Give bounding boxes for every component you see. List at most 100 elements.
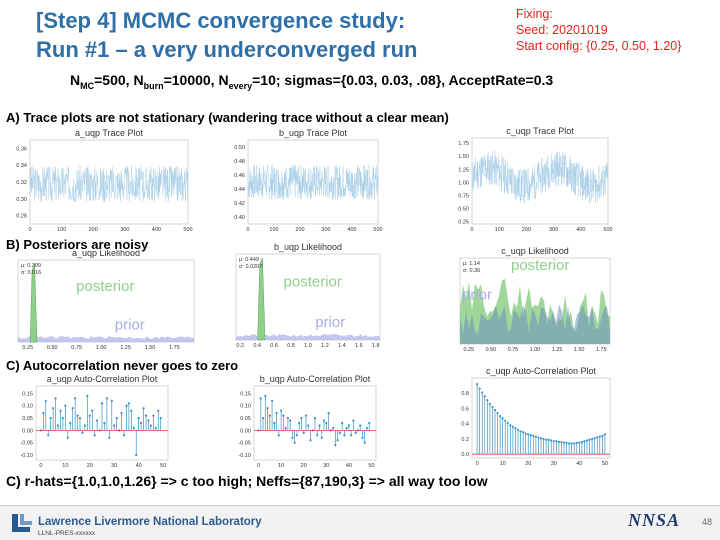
x-tick-label: 30: [111, 463, 117, 469]
acf-marker: [54, 397, 57, 400]
x-tick-label: 300: [321, 227, 330, 233]
plot-frame: [17, 259, 195, 343]
acf-marker: [289, 419, 292, 422]
x-tick-label: 0.6: [270, 343, 278, 349]
trace-line: [471, 151, 609, 204]
acf-marker: [266, 407, 269, 410]
acf-marker: [81, 431, 84, 434]
param-text: N: [70, 72, 81, 88]
acf-marker: [325, 421, 328, 425]
y-tick-label: 0.6: [461, 406, 469, 412]
prior-area: [18, 336, 194, 342]
y-tick-label: 0.2: [461, 437, 469, 443]
acf-marker: [313, 416, 317, 420]
acf-marker: [481, 391, 484, 394]
posterior-area: [29, 263, 38, 343]
posterior-label: posterior: [511, 257, 569, 274]
lab-name: Lawrence Livermore National Laboratory: [38, 516, 262, 528]
acf-marker: [547, 438, 550, 441]
acf-marker: [568, 442, 571, 445]
acf-marker: [113, 424, 116, 427]
acf-marker: [534, 435, 537, 438]
acf-marker: [61, 416, 64, 420]
x-tick-label: 50: [602, 461, 608, 467]
x-tick-label: 1.50: [574, 347, 585, 353]
acf-marker: [47, 434, 50, 437]
section-a-heading: A) Trace plots are not stationary (wande…: [6, 110, 449, 125]
acf-marker: [154, 426, 157, 430]
sigma-label: σ: 0.016: [21, 270, 41, 276]
acf-marker: [103, 421, 106, 425]
acf-marker: [259, 397, 262, 400]
x-tick-label: 0: [257, 463, 260, 469]
acf-marker: [270, 399, 274, 402]
acf-marker: [476, 382, 479, 386]
x-tick-label: 0: [39, 463, 42, 469]
acf-marker: [557, 440, 560, 444]
acf-marker: [343, 434, 346, 437]
acf-marker: [96, 419, 99, 422]
plot-title: a_uqp Likelihood: [72, 250, 140, 258]
plot-title: b_uqp Likelihood: [274, 242, 342, 252]
acf-marker: [69, 421, 72, 425]
acf-marker: [149, 424, 152, 427]
acf-marker: [147, 419, 150, 422]
acf-marker: [64, 404, 67, 407]
acf-marker: [350, 434, 353, 437]
acf-marker: [347, 424, 350, 427]
acf-marker: [516, 428, 520, 431]
x-tick-label: 20: [301, 463, 307, 469]
acf-marker: [59, 409, 62, 412]
acf-marker: [327, 412, 330, 415]
x-tick-label: 0.75: [71, 345, 82, 351]
acf-marker: [486, 398, 489, 402]
x-tick-label: 0.25: [463, 347, 474, 353]
plot-title: a_uqp Auto-Correlation Plot: [47, 374, 158, 384]
document-code: LLNL-PRES-xxxxxx: [38, 530, 96, 537]
y-tick-label: 0.75: [458, 193, 469, 199]
y-tick-label: 0.48: [234, 159, 245, 165]
y-tick-label: 0.0: [461, 452, 469, 458]
acf-marker: [591, 437, 594, 441]
acf-marker: [501, 417, 504, 420]
mean-label: μ: 0.449: [239, 257, 259, 263]
y-tick-label: -0.05: [238, 441, 251, 447]
param-text: =10000,: [163, 72, 219, 88]
acf-marker: [542, 437, 545, 441]
x-tick-label: 1.4: [338, 343, 346, 349]
y-tick-label: 0.00: [22, 428, 33, 434]
y-tick-label: -0.10: [20, 453, 33, 459]
x-tick-label: 1.25: [120, 345, 131, 351]
acf-marker: [519, 430, 522, 433]
trace-line: [247, 164, 379, 200]
acf-marker: [144, 414, 148, 417]
acf-marker: [345, 426, 348, 430]
x-tick-label: 1.75: [596, 347, 607, 353]
plot-title: b_uqp Auto-Correlation Plot: [260, 374, 371, 384]
acf-marker: [580, 440, 583, 444]
acf-marker: [483, 395, 486, 398]
acf-marker: [130, 409, 133, 412]
y-tick-label: 1.25: [458, 167, 469, 173]
slide-title: [Step 4] MCMC convergence study: Run #1 …: [36, 6, 417, 64]
y-tick-label: 0.32: [16, 180, 27, 186]
acf-marker: [336, 439, 339, 442]
acf-marker: [593, 437, 596, 440]
acf-marker: [363, 441, 366, 444]
acf-marker: [49, 416, 52, 420]
plot-frame: [471, 377, 611, 459]
plot-title: b_uqp Trace Plot: [279, 128, 348, 138]
acf-marker: [352, 419, 355, 422]
acf-marker: [514, 427, 517, 430]
x-tick-label: 0.25: [22, 345, 33, 351]
plot-title: c_uqp Trace Plot: [506, 126, 574, 136]
y-tick-label: 0.28: [16, 214, 27, 220]
x-tick-label: 50: [160, 463, 166, 469]
nnsa-logo: NNSA: [628, 510, 680, 531]
acf-marker: [322, 419, 326, 422]
x-tick-label: 400: [576, 227, 585, 233]
acf-marker: [354, 431, 357, 434]
acf-marker: [71, 407, 74, 410]
x-tick-label: 10: [500, 461, 506, 467]
x-tick-label: 0: [470, 227, 473, 233]
